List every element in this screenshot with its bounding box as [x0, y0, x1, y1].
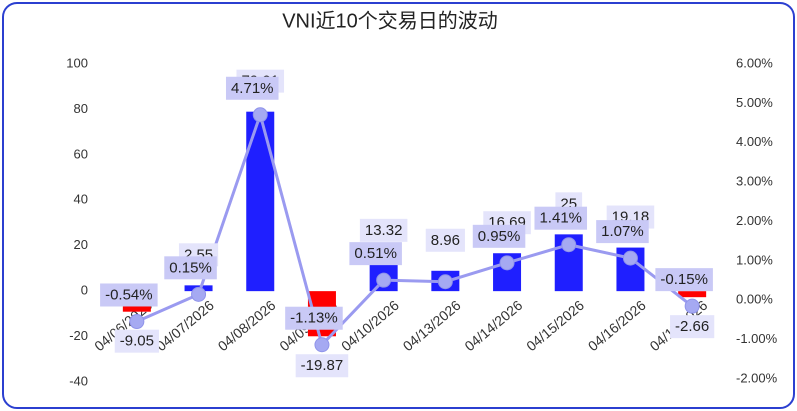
- line-marker: [314, 337, 330, 353]
- data-label-text: -0.15%: [660, 271, 708, 288]
- label-box: [285, 306, 343, 330]
- data-label-text: -1.13%: [290, 310, 338, 327]
- label-box: [164, 256, 217, 280]
- y2-tick-label: 0.00%: [736, 292, 773, 307]
- data-label-text: 0.95%: [478, 228, 521, 245]
- line-marker: [129, 314, 145, 330]
- y-tick-label: 60: [74, 146, 88, 161]
- data-label-text: -0.54%: [105, 286, 153, 303]
- line-marker: [191, 286, 207, 302]
- data-label-text: 1.07%: [601, 223, 644, 240]
- y-tick-label: 20: [74, 237, 88, 252]
- label-box: [472, 224, 526, 248]
- chart-title: VNI近10个交易日的波动: [282, 9, 498, 32]
- data-label-text: 13.32: [365, 222, 403, 239]
- y2-tick-label: 5.00%: [736, 95, 773, 110]
- line-marker: [561, 237, 577, 253]
- y-tick-label: -20: [69, 328, 88, 343]
- y2-tick-label: 6.00%: [736, 55, 773, 70]
- y-tick-label: 40: [74, 192, 88, 207]
- y2-tick-label: 3.00%: [736, 174, 773, 189]
- label-box: [596, 220, 649, 244]
- bar: [678, 291, 707, 298]
- label-box: [225, 76, 279, 100]
- data-label-text: 8.96: [431, 232, 460, 249]
- line-marker: [684, 298, 700, 314]
- y2-tick-label: 2.00%: [736, 213, 773, 228]
- data-label-text: 0.51%: [354, 245, 397, 262]
- y-tick-label: 100: [66, 55, 88, 70]
- data-label-text: 4.71%: [231, 80, 274, 97]
- line: [136, 109, 694, 348]
- label-box: [655, 268, 713, 292]
- data-label: 13.32: [359, 218, 408, 242]
- data-label: -2.66: [670, 315, 715, 339]
- label-box: [425, 228, 465, 252]
- y-tick-label: 80: [74, 101, 88, 116]
- data-label: -0.54%: [100, 283, 158, 307]
- data-label: 1.41%: [534, 206, 588, 230]
- bar: [246, 111, 275, 292]
- label-box: [534, 206, 588, 230]
- data-label: 8.96: [425, 228, 465, 252]
- y2-tick-label: 4.00%: [736, 134, 773, 149]
- line-marker: [437, 274, 453, 290]
- data-label-text: -2.66: [675, 318, 709, 335]
- label-box: [295, 354, 349, 378]
- line-marker: [499, 255, 515, 271]
- data-label: -19.87: [295, 354, 349, 378]
- data-label: 4.71%: [225, 76, 279, 100]
- data-label-text: -19.87: [301, 357, 344, 374]
- data-label-text: 1.41%: [539, 210, 582, 227]
- data-label: 0.15%: [164, 256, 217, 280]
- data-label: 1.07%: [596, 220, 649, 244]
- label-box: [359, 218, 408, 242]
- data-label: 0.51%: [349, 242, 402, 266]
- y-tick-label: -40: [69, 373, 88, 388]
- line-marker: [376, 272, 392, 288]
- y2-tick-label: -2.00%: [736, 370, 778, 385]
- y2-tick-label: 1.00%: [736, 252, 773, 267]
- label-box: [670, 315, 715, 339]
- data-label-text: 0.15%: [169, 259, 212, 276]
- label-box: [349, 242, 402, 266]
- label-box: [100, 283, 158, 307]
- line-marker: [622, 250, 638, 266]
- y2-tick-label: -1.00%: [736, 331, 778, 346]
- data-label: -1.13%: [285, 306, 343, 330]
- data-label: 0.95%: [472, 224, 526, 248]
- data-label: -9.05: [114, 329, 159, 353]
- data-label-text: -9.05: [120, 333, 154, 350]
- line-marker: [252, 107, 268, 123]
- label-box: [114, 329, 159, 353]
- data-label: -0.15%: [655, 268, 713, 292]
- y-tick-label: 0: [81, 283, 88, 298]
